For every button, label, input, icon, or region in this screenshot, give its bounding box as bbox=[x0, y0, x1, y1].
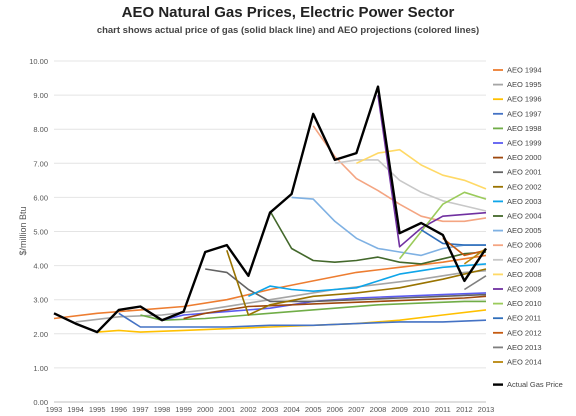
y-tick-label: 5.00 bbox=[33, 228, 48, 237]
chart-title: AEO Natural Gas Prices, Electric Power S… bbox=[121, 4, 455, 21]
x-tick-label: 2013 bbox=[478, 405, 495, 414]
chart-subtitle: chart shows actual price of gas (solid b… bbox=[96, 25, 480, 36]
legend-label: AEO 2004 bbox=[507, 212, 542, 221]
legend: AEO 1994 AEO 1995 AEO 1996 AEO 1997 AEO 1998… bbox=[493, 66, 563, 389]
x-axis-ticks: 1993 1994 1995 1996 1997 1998 1999 2000 2001 2002… bbox=[46, 405, 495, 414]
x-tick-label: 2009 bbox=[391, 405, 408, 414]
legend-label: AEO 2008 bbox=[507, 270, 542, 279]
legend-label: AEO 2014 bbox=[507, 358, 542, 367]
y-axis-label: $/million Btu bbox=[18, 206, 28, 255]
legend-label: AEO 2013 bbox=[507, 343, 542, 352]
y-axis-ticks: 0.00 1.00 2.00 3.00 4.00 5.00 6.00 7.00 8.00 9.00… bbox=[29, 57, 48, 407]
series-line bbox=[183, 295, 487, 320]
series-line bbox=[226, 250, 487, 316]
y-tick-label: 6.00 bbox=[33, 193, 48, 202]
series-lines bbox=[53, 85, 487, 334]
x-tick-label: 1993 bbox=[46, 405, 63, 414]
x-tick-label: 1998 bbox=[154, 405, 171, 414]
series-line bbox=[398, 191, 487, 260]
series-line bbox=[420, 229, 486, 246]
legend-label: AEO 2009 bbox=[507, 285, 542, 294]
x-tick-label: 1995 bbox=[89, 405, 106, 414]
series-line bbox=[463, 275, 487, 291]
y-tick-label: 2.00 bbox=[33, 330, 48, 339]
series-line bbox=[118, 312, 487, 328]
x-tick-label: 2008 bbox=[370, 405, 387, 414]
x-tick-label: 1996 bbox=[110, 405, 127, 414]
legend-label: AEO 2002 bbox=[507, 182, 542, 191]
legend-label: AEO 2006 bbox=[507, 241, 542, 250]
legend-label: AEO 2005 bbox=[507, 226, 542, 235]
series-line bbox=[269, 210, 487, 265]
series-line bbox=[205, 268, 487, 303]
series-line bbox=[291, 196, 486, 257]
legend-label: AEO 2010 bbox=[507, 299, 542, 308]
x-tick-label: 2001 bbox=[218, 405, 235, 414]
y-tick-label: 9.00 bbox=[33, 91, 48, 100]
legend-label: AEO 2011 bbox=[507, 314, 541, 323]
series-line bbox=[356, 148, 487, 190]
x-tick-label: 1994 bbox=[67, 405, 84, 414]
legend-label: AEO 1997 bbox=[507, 109, 542, 118]
legend-label: AEO 2003 bbox=[507, 197, 542, 206]
series-line bbox=[334, 159, 487, 212]
legend-label: AEO 2012 bbox=[507, 328, 542, 337]
x-tick-label: 2002 bbox=[240, 405, 257, 414]
x-tick-label: 2011 bbox=[435, 405, 451, 414]
y-tick-label: 8.00 bbox=[33, 125, 48, 134]
legend-label: AEO 1999 bbox=[507, 139, 542, 148]
y-tick-label: 4.00 bbox=[33, 262, 48, 271]
series-line bbox=[53, 85, 487, 334]
x-tick-label: 2006 bbox=[326, 405, 343, 414]
y-tick-label: 10.00 bbox=[29, 57, 48, 66]
x-tick-label: 2003 bbox=[262, 405, 279, 414]
legend-label: AEO 1998 bbox=[507, 124, 542, 133]
x-tick-label: 2010 bbox=[413, 405, 430, 414]
legend-label: AEO 2001 bbox=[507, 168, 542, 177]
series-line bbox=[53, 254, 487, 320]
legend-label: AEO 1994 bbox=[507, 66, 542, 75]
series-line bbox=[377, 94, 487, 248]
x-tick-label: 2004 bbox=[283, 405, 300, 414]
legend-label: AEO 2000 bbox=[507, 153, 542, 162]
legend-label: AEO 1996 bbox=[507, 95, 542, 104]
series-line bbox=[312, 125, 487, 223]
series-line bbox=[463, 247, 487, 265]
series-line bbox=[140, 300, 486, 322]
series-line bbox=[75, 269, 487, 323]
series-line bbox=[248, 263, 487, 298]
y-tick-label: 7.00 bbox=[33, 159, 48, 168]
series-line bbox=[442, 237, 487, 257]
y-tick-label: 3.00 bbox=[33, 296, 48, 305]
legend-label: AEO 1995 bbox=[507, 80, 542, 89]
legend-label: Actual Gas Price bbox=[507, 380, 563, 389]
x-tick-label: 2012 bbox=[456, 405, 473, 414]
y-tick-label: 0.00 bbox=[33, 398, 48, 407]
x-tick-label: 2000 bbox=[197, 405, 214, 414]
series-line bbox=[97, 309, 487, 333]
x-tick-label: 1997 bbox=[132, 405, 149, 414]
legend-label: AEO 2007 bbox=[507, 255, 542, 264]
x-tick-label: 2007 bbox=[348, 405, 365, 414]
x-tick-label: 1999 bbox=[175, 405, 192, 414]
x-tick-label: 2005 bbox=[305, 405, 322, 414]
y-tick-label: 1.00 bbox=[33, 364, 48, 373]
